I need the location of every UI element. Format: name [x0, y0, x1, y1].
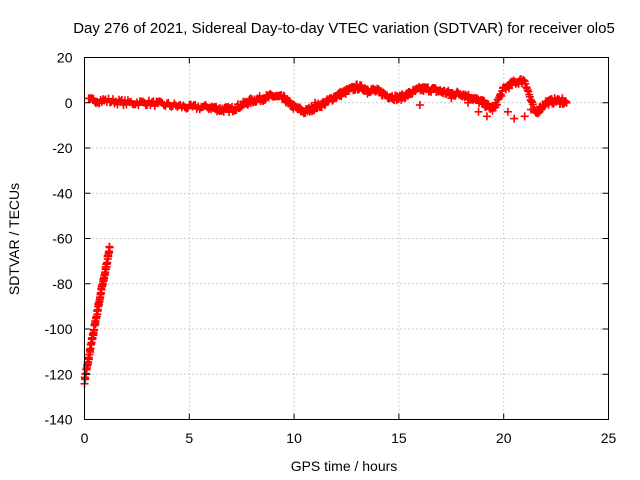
y-tick-label: -140: [44, 412, 72, 428]
data-point: [150, 102, 159, 111]
data-point: [510, 114, 519, 123]
x-axis-title: GPS time / hours: [291, 458, 398, 474]
y-axis-title: SDTVAR / TECUs: [6, 183, 22, 295]
data-point: [105, 243, 114, 252]
y-tick-label: -80: [52, 276, 72, 292]
data-point: [547, 96, 556, 105]
x-tick-label: 10: [286, 430, 302, 446]
y-tick-label: -100: [44, 321, 72, 337]
y-tick-label: -60: [52, 231, 72, 247]
y-tick-label: 0: [65, 95, 73, 111]
y-axis: 20 0 -20 -40 -60 -80 -100 -120 -140: [44, 50, 609, 428]
x-tick-label: 15: [391, 430, 407, 446]
data-series: [80, 75, 571, 388]
data-point: [464, 98, 473, 107]
x-axis: 0 5 10 15 20 25: [81, 57, 617, 446]
chart-title: Day 276 of 2021, Sidereal Day-to-day VTE…: [73, 20, 615, 37]
x-tick-label: 20: [496, 430, 512, 446]
data-point: [558, 94, 567, 103]
y-tick-label: 20: [57, 50, 73, 66]
y-tick-label: -120: [44, 366, 72, 382]
plot-frame: [84, 57, 609, 420]
data-point: [491, 103, 500, 112]
grid: [84, 57, 609, 420]
data-point: [415, 101, 424, 110]
data-point: [520, 112, 529, 121]
data-point: [363, 89, 372, 98]
y-tick-label: -20: [52, 140, 72, 156]
data-point: [332, 94, 341, 103]
data-point: [526, 105, 535, 114]
y-tick-label: -40: [52, 185, 72, 201]
data-point: [311, 98, 320, 107]
data-point: [503, 107, 512, 116]
x-tick-label: 0: [81, 430, 89, 446]
data-point: [482, 112, 491, 121]
data-point: [562, 98, 571, 107]
data-point: [474, 107, 483, 116]
x-tick-label: 25: [601, 430, 617, 446]
data-point: [535, 103, 544, 112]
data-point: [447, 94, 456, 103]
x-tick-label: 5: [185, 430, 193, 446]
